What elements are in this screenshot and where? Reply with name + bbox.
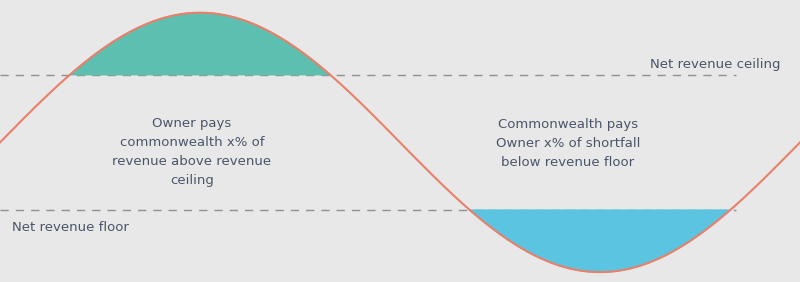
- Text: Net revenue floor: Net revenue floor: [12, 221, 129, 233]
- Text: Commonwealth pays
Owner x% of shortfall
below revenue floor: Commonwealth pays Owner x% of shortfall …: [496, 118, 640, 169]
- Polygon shape: [470, 210, 730, 272]
- Polygon shape: [70, 13, 330, 75]
- Text: Net revenue ceiling: Net revenue ceiling: [650, 58, 780, 71]
- Text: Owner pays
commonwealth x% of
revenue above revenue
ceiling: Owner pays commonwealth x% of revenue ab…: [113, 117, 271, 187]
